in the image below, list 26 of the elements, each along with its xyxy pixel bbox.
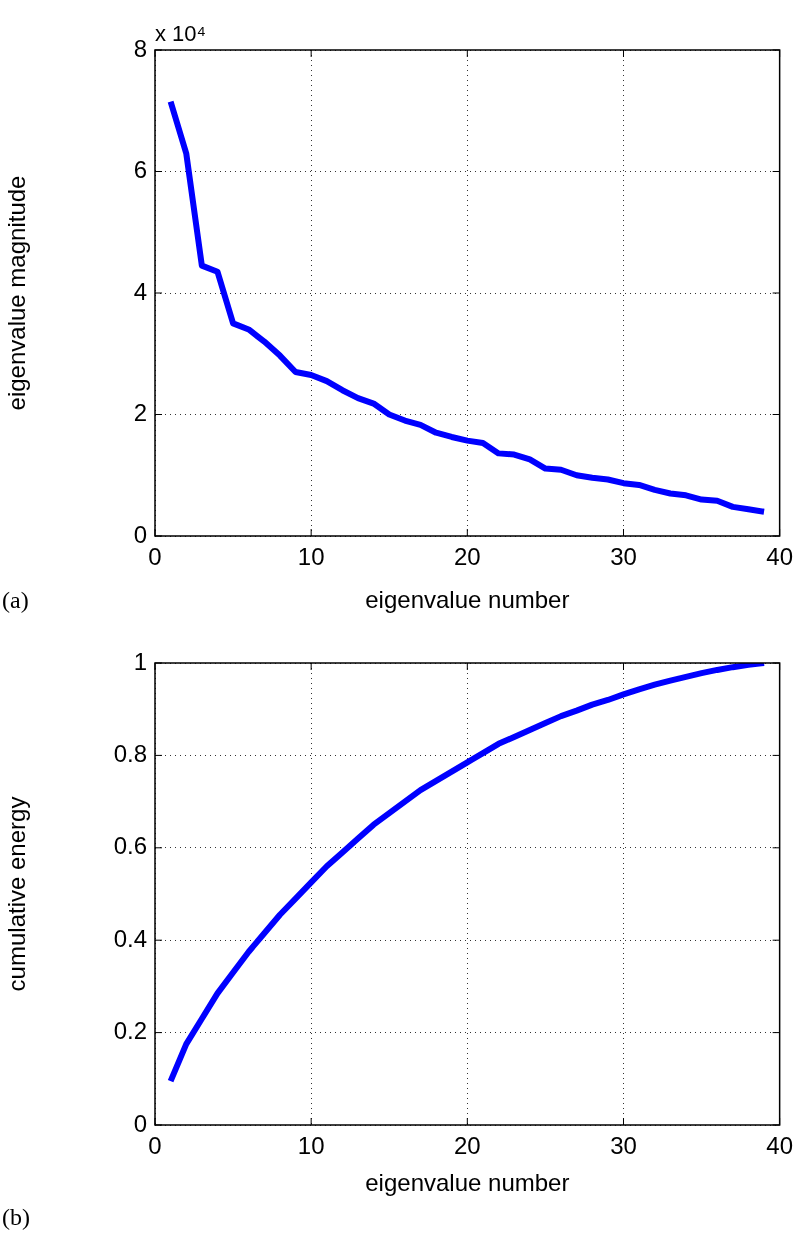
x-tick-label: 20 (453, 543, 481, 571)
text: (b) (2, 1204, 30, 1231)
x-tick-label: 10 (297, 1132, 325, 1160)
x-tick-label: 10 (297, 543, 325, 571)
x-tick-label: 40 (766, 1132, 793, 1160)
text: (a) (2, 587, 29, 614)
y-tick-label: 1 (133, 647, 147, 675)
y-axis-title: cumulative energy (3, 796, 31, 992)
x-axis-title: eigenvalue number (365, 1169, 570, 1197)
y-tick-label: 6 (133, 156, 147, 184)
x-tick-label: 40 (766, 543, 793, 571)
x-tick-label: 30 (610, 543, 637, 571)
y-tick-label: 0.4 (113, 924, 147, 952)
y-tick-label: 0 (133, 1109, 147, 1137)
y-tick-label: 0.6 (113, 832, 147, 860)
y-tick-label: 0.8 (113, 740, 147, 768)
x-tick-label: 30 (610, 1132, 637, 1160)
x-tick-label: 20 (453, 1132, 481, 1160)
y-axis-title: eigenvalue magnitude (3, 175, 31, 411)
y-tick-label: 8 (133, 34, 147, 62)
x-axis-title: eigenvalue number (365, 586, 570, 614)
y-tick-label: 0.2 (113, 1017, 147, 1045)
y-tick-label: 2 (133, 399, 147, 427)
y-tick-label: 4 (133, 277, 147, 305)
y-tick-label: 0 (133, 520, 147, 548)
text: x 10⁴ (155, 21, 207, 47)
